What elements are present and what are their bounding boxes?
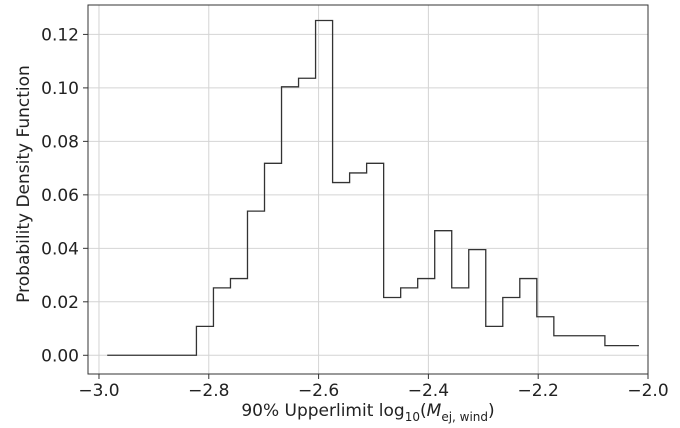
y-tick-label: 0.10: [41, 79, 79, 99]
x-axis-title-close-paren: ): [488, 401, 495, 421]
x-axis-title-log-subscript: 10: [405, 410, 420, 424]
y-tick-label: 0.00: [41, 346, 79, 366]
axis-ticks: [83, 33, 649, 379]
x-tick-label: −2.0: [627, 381, 668, 401]
y-tick-label: 0.12: [41, 25, 79, 45]
y-tick-label: 0.02: [41, 293, 79, 313]
x-axis-title: 90% Upperlimit log10(Mej, wind): [241, 401, 494, 424]
x-tick-label: −2.6: [298, 381, 339, 401]
x-axis-title-open-paren: (: [420, 401, 427, 421]
x-axis-title-variable: M: [427, 401, 442, 421]
plot-frame: [87, 4, 649, 375]
y-tick-label: 0.04: [41, 239, 79, 259]
x-tick-label: −3.0: [78, 381, 119, 401]
y-tick-label: 0.08: [41, 132, 79, 152]
x-tick-labels: −3.0 −2.8 −2.6 −2.4 −2.2 −2.0: [78, 381, 668, 401]
x-tick-label: −2.8: [188, 381, 229, 401]
y-tick-labels: 0.00 0.02 0.04 0.06 0.08 0.10 0.12: [41, 25, 79, 366]
x-axis-title-variable-subscript: ej, wind: [441, 410, 488, 424]
x-tick-label: −2.2: [518, 381, 559, 401]
grid-lines: [88, 5, 649, 374]
y-axis-title: Probability Density Function: [14, 65, 34, 303]
x-tick-label: −2.4: [408, 381, 449, 401]
y-tick-label: 0.06: [41, 186, 79, 206]
histogram-step-line: [107, 19, 639, 356]
x-axis-title-text: 90% Upperlimit log: [241, 401, 404, 421]
